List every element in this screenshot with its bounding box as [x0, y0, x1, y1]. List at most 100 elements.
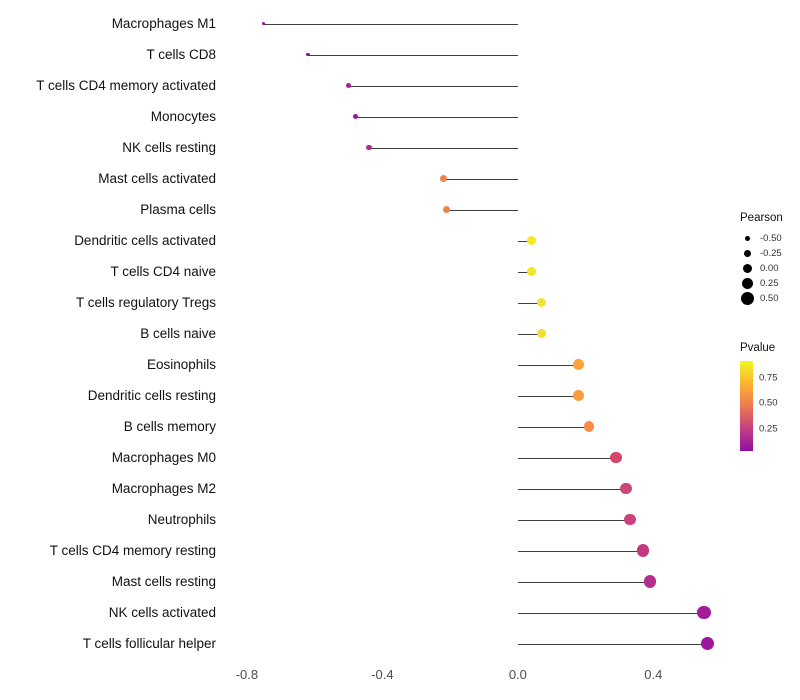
- lollipop-track: [230, 318, 738, 349]
- category-label: NK cells activated: [108, 605, 216, 620]
- lollipop-track: [230, 380, 738, 411]
- lollipop-stem: [443, 178, 518, 180]
- lollipop-dot: [366, 144, 372, 151]
- lollipop-row: T cells CD8: [0, 39, 738, 70]
- lollipop-dot: [536, 328, 547, 339]
- lollipop-stem: [517, 333, 542, 335]
- lollipop-row: Mast cells activated: [0, 163, 738, 194]
- category-label: Mast cells resting: [111, 574, 216, 589]
- lollipop-track: [230, 349, 738, 380]
- lollipop-stem: [517, 519, 630, 521]
- category-label: Neutrophils: [147, 512, 216, 527]
- x-axis-tick-label: -0.4: [371, 667, 394, 682]
- legend-size-dot: [741, 277, 754, 290]
- lollipop-stem: [517, 550, 644, 552]
- lollipop-track: [230, 256, 738, 287]
- legend-size-dot: [742, 263, 753, 274]
- legend-size-label: 0.00: [760, 263, 779, 274]
- lollipop-row: Dendritic cells resting: [0, 380, 738, 411]
- pvalue-tick-label: 0.25: [759, 423, 778, 435]
- x-axis-tick-label: -0.8: [235, 667, 259, 682]
- lollipop-track: [230, 70, 738, 101]
- category-label: B cells memory: [123, 419, 216, 434]
- lollipop-stem: [517, 457, 617, 459]
- lollipop-dot: [262, 22, 266, 25]
- legend-size-dot-wrap: [740, 249, 755, 258]
- lollipop-track: [230, 39, 738, 70]
- category-label: Macrophages M0: [111, 450, 216, 465]
- lollipop-stem: [307, 54, 518, 56]
- lollipop-stem: [368, 147, 518, 149]
- plot-area: Macrophages M1 T cells CD8 T cells CD4 mem…: [0, 8, 738, 687]
- lollipop-track: [230, 628, 738, 659]
- lollipop-row: Eosinophils: [0, 349, 738, 380]
- legend-panel: Pearson -0.50 -0.25 0.00 0.25 0.50 Pvalue 0.…: [740, 212, 800, 451]
- lollipop-row: NK cells resting: [0, 132, 738, 163]
- lollipop-row: Macrophages M2: [0, 473, 738, 504]
- legend-pvalue-title: Pvalue: [740, 342, 776, 354]
- lollipop-track: [230, 287, 738, 318]
- lollipop-rows: Macrophages M1 T cells CD8 T cells CD4 mem…: [0, 8, 738, 659]
- legend-pearson-title: Pearson: [740, 212, 783, 224]
- lollipop-track: [230, 535, 738, 566]
- lollipop-stem: [517, 302, 542, 304]
- lollipop-row: Plasma cells: [0, 194, 738, 225]
- lollipop-track: [230, 101, 738, 132]
- lollipop-dot: [610, 451, 622, 464]
- lollipop-stem: [517, 488, 627, 490]
- lollipop-row: Monocytes: [0, 101, 738, 132]
- lollipop-row: Mast cells resting: [0, 566, 738, 597]
- lollipop-dot: [697, 605, 712, 620]
- legend-pearson-items: -0.50 -0.25 0.00 0.25 0.50: [740, 231, 800, 306]
- category-label: NK cells resting: [122, 140, 216, 155]
- lollipop-stem: [355, 116, 518, 118]
- lollipop-row: T cells CD4 naive: [0, 256, 738, 287]
- category-label: Dendritic cells resting: [87, 388, 216, 403]
- lollipop-row: T cells CD4 memory activated: [0, 70, 738, 101]
- lollipop-stem: [348, 85, 518, 87]
- legend-size-dot-wrap: [740, 277, 755, 290]
- lollipop-stem: [517, 364, 579, 366]
- lollipop-dot: [526, 235, 537, 246]
- legend-size-dot-wrap: [740, 263, 755, 274]
- lollipop-dot: [536, 297, 547, 308]
- category-label: T cells CD4 memory resting: [49, 543, 216, 558]
- lollipop-track: [230, 8, 738, 39]
- lollipop-dot: [443, 205, 451, 214]
- x-axis-tick-label: 0.4: [644, 667, 663, 682]
- lollipop-stem: [517, 395, 579, 397]
- legend-pvalue-gradient-row: 0.75 0.50 0.25: [740, 361, 800, 451]
- lollipop-track: [230, 132, 738, 163]
- lollipop-dot: [583, 421, 595, 432]
- pvalue-gradient-bar: [740, 361, 753, 451]
- lollipop-dot: [623, 513, 636, 526]
- legend-size-item: 0.50: [740, 291, 800, 306]
- legend-pvalue: Pvalue 0.75 0.50 0.25: [740, 342, 800, 451]
- legend-size-label: 0.50: [760, 293, 779, 304]
- lollipop-dot: [305, 52, 310, 57]
- category-label: T cells follicular helper: [82, 636, 216, 651]
- lollipop-row: B cells memory: [0, 411, 738, 442]
- category-label: T cells CD8: [146, 47, 216, 62]
- lollipop-stem: [517, 240, 532, 242]
- x-axis: -0.8 -0.4 0.0 0.4: [230, 667, 738, 687]
- legend-size-item: -0.25: [740, 246, 800, 261]
- lollipop-stem: [446, 209, 518, 211]
- category-label: Macrophages M1: [111, 16, 216, 31]
- lollipop-dot: [700, 636, 715, 651]
- lollipop-track: [230, 504, 738, 535]
- legend-size-item: 0.25: [740, 276, 800, 291]
- category-label: T cells CD4 naive: [110, 264, 216, 279]
- lollipop-row: T cells regulatory Tregs: [0, 287, 738, 318]
- lollipop-track: [230, 163, 738, 194]
- lollipop-stem: [517, 612, 705, 614]
- lollipop-row: Macrophages M0: [0, 442, 738, 473]
- lollipop-track: [230, 225, 738, 256]
- category-label: Mast cells activated: [98, 171, 216, 186]
- legend-size-item: -0.50: [740, 231, 800, 246]
- legend-size-label: -0.50: [760, 233, 782, 244]
- lollipop-track: [230, 194, 738, 225]
- legend-size-label: 0.25: [760, 278, 779, 289]
- legend-size-dot: [743, 249, 752, 258]
